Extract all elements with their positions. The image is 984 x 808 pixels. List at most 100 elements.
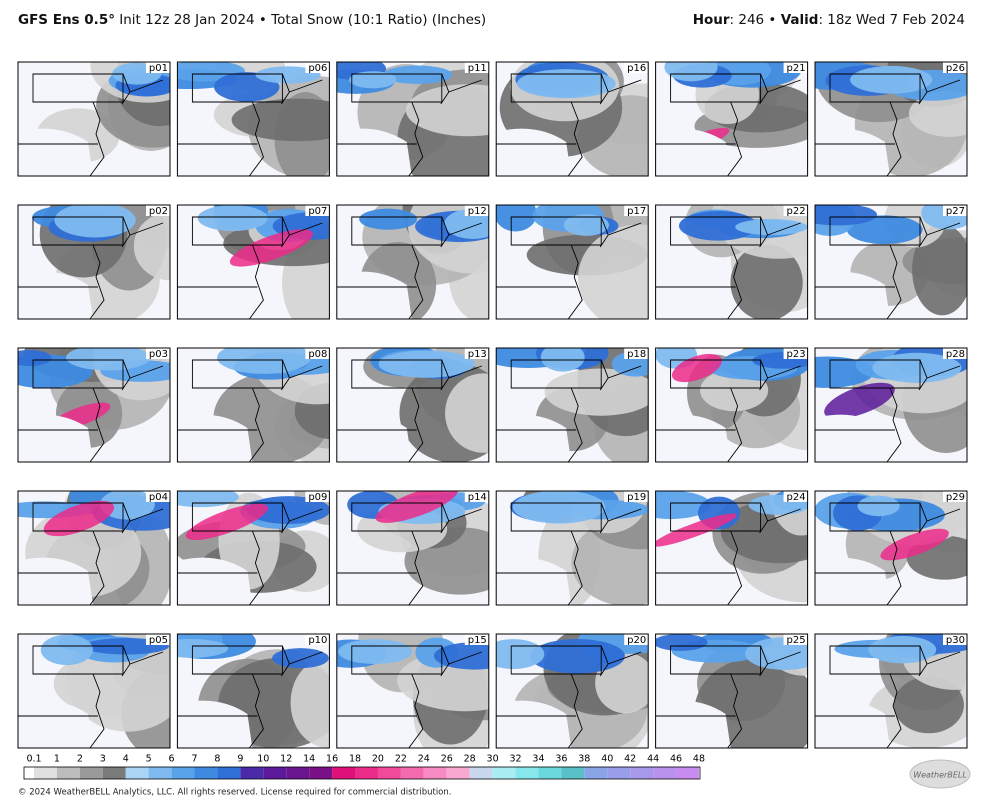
map-panel: p21	[655, 62, 808, 176]
colorbar-bin	[607, 767, 631, 779]
map-panel: p30	[815, 634, 967, 748]
snow-heavy	[18, 349, 52, 366]
state-lines	[336, 359, 482, 462]
panel-label: p07	[308, 206, 327, 217]
colorbar-label: 24	[418, 754, 430, 765]
snow-heavy	[655, 491, 711, 520]
state-lines	[18, 216, 164, 319]
panel-label: p06	[308, 63, 327, 74]
snow-free	[18, 700, 93, 748]
colorbar-bin	[102, 767, 126, 779]
colorbar-bin	[240, 767, 264, 779]
snow-extreme	[671, 353, 722, 383]
snow-heavy	[272, 648, 329, 669]
panel-label: p19	[627, 492, 646, 503]
colorbar-label: 5	[146, 754, 152, 765]
snow-heavy	[679, 211, 758, 241]
panel-frame	[176, 347, 330, 463]
colorbar-label: 40	[601, 754, 613, 765]
map-panel: p22	[655, 205, 808, 319]
colorbar-frame	[23, 766, 701, 780]
colorbar-bin	[148, 767, 172, 779]
colorbar-bin	[355, 767, 378, 779]
state-lines	[655, 645, 801, 748]
colorbar-bin	[584, 767, 608, 779]
colorbar-label: 20	[372, 754, 384, 765]
panel-label: p27	[946, 206, 965, 217]
state-lines	[815, 359, 961, 462]
colorbar-bin	[34, 767, 57, 779]
panel-frame	[814, 204, 968, 320]
colorbar-label: 38	[578, 754, 590, 765]
snow-field	[912, 224, 967, 316]
snow-free	[815, 271, 890, 319]
panel-label-bg	[146, 348, 170, 359]
snow-free	[655, 271, 731, 319]
snow-heavy	[496, 205, 537, 232]
state-lines	[177, 216, 323, 319]
snow-heavy	[255, 66, 321, 84]
snow-heavy	[444, 208, 489, 239]
state-lines	[496, 359, 642, 462]
state-lines	[655, 502, 801, 605]
colorbar-label: 28	[464, 754, 476, 765]
map-panel: p16	[496, 62, 649, 176]
map-panel: p20	[496, 634, 649, 748]
snow-heavy	[516, 69, 616, 99]
snow-free	[655, 557, 731, 605]
snow-free	[336, 557, 412, 605]
colorbar-label: 12	[280, 754, 292, 765]
snow-free	[336, 128, 412, 176]
panel-label: p18	[627, 349, 646, 360]
map-panel: p23	[655, 348, 808, 462]
panel-frame	[336, 347, 490, 463]
panel-label-bg	[943, 348, 967, 359]
colorbar-bin	[561, 767, 585, 779]
panel-label: p02	[149, 206, 168, 217]
snow-free	[815, 700, 890, 748]
snow-free	[336, 271, 412, 319]
panel-frame	[655, 204, 809, 320]
snow-field	[893, 676, 964, 734]
panel-label: p26	[946, 63, 965, 74]
map-panel: p02	[18, 205, 170, 319]
snow-free	[177, 128, 253, 176]
colorbar-label: 30	[487, 754, 499, 765]
state-lines	[336, 73, 482, 176]
panel-label: p14	[468, 492, 487, 503]
panel-label: p21	[787, 63, 806, 74]
panel-frame	[495, 490, 649, 606]
colorbar-bin	[24, 767, 34, 779]
snow-heavy	[655, 634, 708, 651]
panel-label: p16	[627, 63, 646, 74]
snow-field	[445, 373, 489, 453]
snow-heavy	[349, 71, 397, 89]
state-lines	[815, 73, 961, 176]
panel-frame	[17, 61, 171, 177]
state-lines	[815, 502, 961, 605]
colorbar-bin	[125, 767, 149, 779]
panel-label: p09	[308, 492, 327, 503]
snow-free	[496, 271, 572, 319]
panel-label: p28	[946, 349, 965, 360]
panel-frame	[176, 633, 330, 749]
panel-frame	[17, 633, 171, 749]
panel-label: p13	[468, 349, 487, 360]
map-panel: p18	[496, 348, 649, 462]
map-panel: p04	[18, 491, 170, 605]
map-panel: p03	[18, 348, 170, 462]
panel-label: p24	[787, 492, 806, 503]
state-lines	[177, 645, 323, 748]
panel-label-bg	[464, 348, 489, 359]
panel-label-bg	[783, 634, 808, 645]
snow-heavy	[54, 205, 136, 238]
map-panel: p06	[177, 62, 330, 176]
map-panel: p17	[496, 205, 649, 319]
map-panel: p09	[177, 491, 330, 605]
colorbar-bin	[446, 767, 470, 779]
colorbar-bin	[332, 767, 356, 779]
panel-frame	[17, 347, 171, 463]
snow-heavy	[512, 491, 606, 524]
snow-heavy	[815, 205, 878, 226]
